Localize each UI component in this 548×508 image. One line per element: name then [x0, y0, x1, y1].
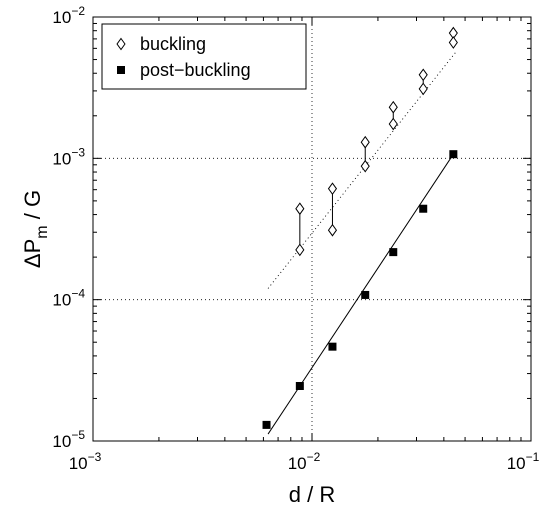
- post-buckling-point: [389, 248, 398, 257]
- legend: buckling post−buckling: [101, 23, 307, 90]
- buckling-point-low: [295, 243, 305, 257]
- legend-label-buckling: buckling: [140, 34, 206, 54]
- x-axis-label: d / R: [289, 482, 335, 507]
- y-tick-label: 10−5: [52, 428, 85, 451]
- post-buckling-fit-line: [267, 153, 454, 435]
- y-axis-label-subscript: m: [34, 225, 51, 238]
- data-marks: [262, 26, 458, 429]
- y-tick-label: 10−4: [52, 287, 85, 310]
- buckling-point-low: [327, 223, 338, 237]
- grid-lines: [93, 17, 531, 441]
- fit-lines: [267, 50, 458, 435]
- y-tick-label: 10−3: [52, 145, 85, 168]
- legend-label-post-buckling: post−buckling: [140, 60, 251, 80]
- post-buckling-point: [419, 204, 428, 213]
- post-buckling-point: [295, 381, 304, 390]
- x-tick-label: 10−3: [69, 450, 102, 473]
- buckling-point-high: [327, 182, 338, 196]
- post-buckling-point: [328, 342, 337, 351]
- post-buckling-point: [262, 420, 271, 429]
- legend-entry-post-buckling: post−buckling: [117, 60, 251, 80]
- legend-marker-square: [117, 66, 125, 74]
- buckling-point-low: [360, 159, 370, 173]
- buckling-fit-line: [267, 50, 458, 289]
- y-axis-label-main: ΔP: [20, 239, 45, 268]
- buckling-point-high: [360, 135, 370, 149]
- y-tick-label: 10−2: [52, 4, 85, 27]
- axis-ticks: [92, 16, 532, 442]
- buckling-point-low: [418, 82, 428, 96]
- buckling-point-low: [448, 36, 458, 49]
- legend-entry-buckling: buckling: [116, 34, 206, 54]
- legend-box: [101, 23, 307, 90]
- tick-labels: 10−3 10−2 10−1 10−5 10−4 10−3 10−2: [52, 4, 539, 473]
- buckling-point-high: [388, 100, 398, 114]
- x-tick-label: 10−2: [288, 450, 321, 473]
- post-buckling-point: [449, 150, 458, 159]
- y-axis-label-tail: / G: [20, 190, 45, 225]
- post-buckling-point: [361, 290, 370, 299]
- buckling-point-low: [388, 117, 398, 131]
- y-axis-label: ΔPm / G: [20, 190, 51, 268]
- x-tick-label: 10−1: [507, 450, 540, 473]
- buckling-point-high: [418, 68, 428, 82]
- legend-marker-diamond: [116, 37, 126, 51]
- buckling-point-high: [295, 202, 305, 216]
